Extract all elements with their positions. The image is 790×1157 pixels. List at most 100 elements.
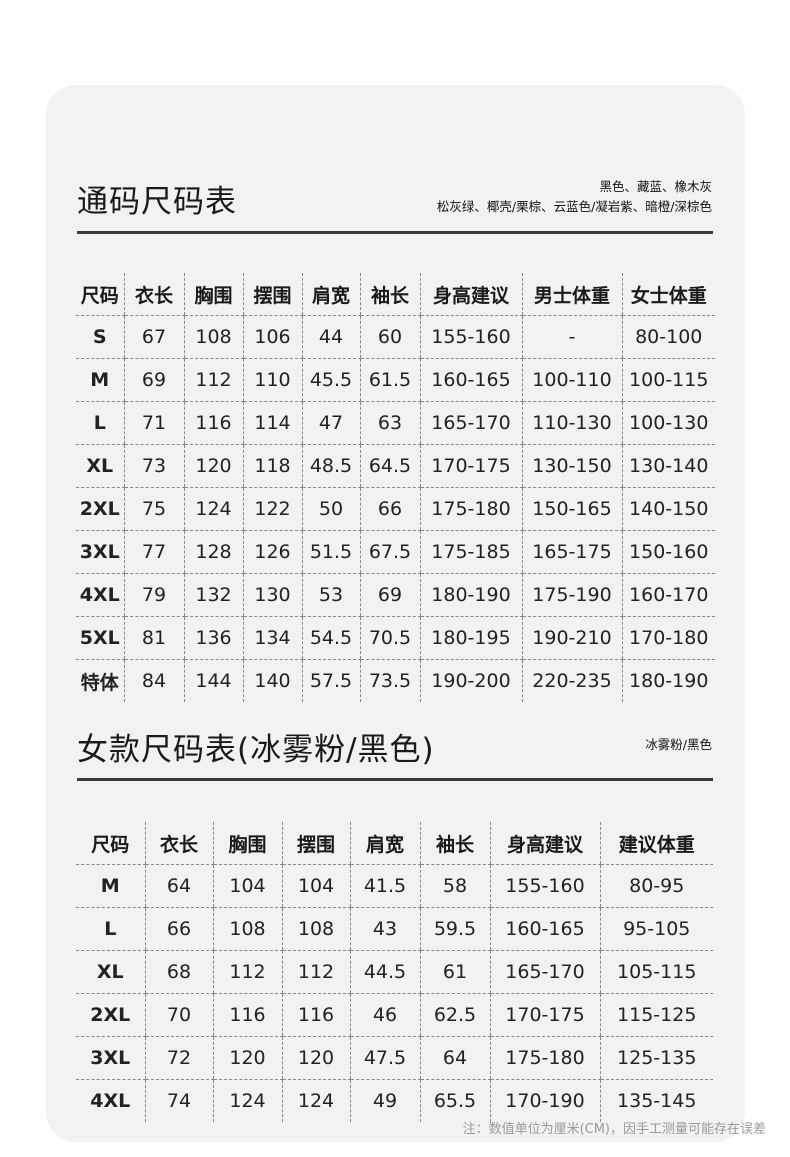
- table-cell: 63: [359, 401, 420, 445]
- table-cell: 64: [419, 1036, 490, 1080]
- size-cell: 2XL: [76, 993, 145, 1037]
- table-cell: 180-190: [419, 573, 522, 617]
- column-header: 摆围: [242, 273, 302, 316]
- table-cell: 135-145: [599, 1079, 713, 1122]
- table-cell: 165-170: [489, 950, 600, 994]
- table-cell: 150-165: [521, 487, 622, 531]
- table-cell: 41.5: [349, 864, 420, 908]
- table-cell: 69: [123, 358, 184, 402]
- womens-colors: 冰雾粉/黑色: [645, 737, 712, 752]
- table-cell: 84: [123, 659, 184, 702]
- size-cell: 5XL: [76, 616, 124, 660]
- table-row: 2XL 70 116 116 46 62.5 170-175 115-125: [76, 993, 713, 1037]
- table-cell: 62.5: [419, 993, 490, 1037]
- column-header: 身高建议: [489, 822, 600, 865]
- table-cell: 106: [242, 315, 302, 359]
- size-cell: 3XL: [76, 1036, 145, 1080]
- unisex-title: 通码尺码表: [77, 184, 237, 220]
- table-cell: 170-175: [489, 993, 600, 1037]
- table-cell: 124: [183, 487, 243, 531]
- column-header: 胸围: [183, 273, 243, 316]
- table-cell: 73: [123, 444, 184, 488]
- table-cell: 50: [301, 487, 360, 531]
- size-cell: M: [76, 358, 124, 402]
- table-cell: 134: [242, 616, 302, 660]
- table-cell: 115-125: [599, 993, 713, 1037]
- table-row: 2XL 75 124 122 50 66 175-180 150-165 140-150: [76, 487, 715, 531]
- size-cell: 4XL: [76, 573, 124, 617]
- table-cell: 165-170: [419, 401, 522, 445]
- unisex-size-table: 尺码 衣长 胸围 摆围 肩宽 袖长 身高建议 男士体重 女士体重 S 67 108 106 44 60 155…: [76, 273, 715, 702]
- size-cell: XL: [76, 950, 145, 994]
- header-row: 尺码 衣长 胸围 摆围 肩宽 袖长 身高建议 男士体重 女士体重: [76, 273, 715, 316]
- table-cell: 60: [359, 315, 420, 359]
- table-cell: 140: [242, 659, 302, 702]
- divider: [77, 231, 713, 234]
- table-cell: 175-185: [419, 530, 522, 574]
- colors-line-1: 黑色、藏蓝、橡木灰: [599, 179, 712, 194]
- column-header: 胸围: [212, 822, 282, 865]
- table-cell: 70: [144, 993, 213, 1037]
- table-cell: 116: [183, 401, 243, 445]
- table-cell: 74: [144, 1079, 213, 1122]
- table-cell: 120: [281, 1036, 350, 1080]
- table-cell: 57.5: [301, 659, 360, 702]
- table-cell: 150-160: [621, 530, 715, 574]
- table-cell: 190-200: [419, 659, 522, 702]
- table-cell: 66: [359, 487, 420, 531]
- table-cell: 110-130: [521, 401, 622, 445]
- table-cell: 95-105: [599, 907, 713, 951]
- table-cell: 124: [212, 1079, 282, 1122]
- column-header: 身高建议: [419, 273, 522, 316]
- table-cell: 110: [242, 358, 302, 402]
- column-header: 肩宽: [349, 822, 420, 865]
- table-cell: 220-235: [521, 659, 622, 702]
- table-row: 4XL 74 124 124 49 65.5 170-190 135-145: [76, 1079, 713, 1122]
- table-cell: 118: [242, 444, 302, 488]
- table-cell: 116: [212, 993, 282, 1037]
- table-cell: 72: [144, 1036, 213, 1080]
- size-cell: M: [76, 864, 145, 908]
- column-header: 女士体重: [621, 273, 715, 316]
- table-cell: 160-165: [419, 358, 522, 402]
- divider: [77, 778, 713, 781]
- table-cell: 180-190: [621, 659, 715, 702]
- table-cell: 126: [242, 530, 302, 574]
- table-cell: 64.5: [359, 444, 420, 488]
- table-cell: 46: [349, 993, 420, 1037]
- table-cell: 140-150: [621, 487, 715, 531]
- womens-size-table: 尺码 衣长 胸围 摆围 肩宽 袖长 身高建议 建议体重 M 64 104 104 41.5 58 155-1…: [76, 822, 713, 1122]
- size-cell: 4XL: [90, 1090, 131, 1112]
- table-cell: 73.5: [359, 659, 420, 702]
- table-cell: 190-210: [521, 616, 622, 660]
- column-header: 衣长: [144, 822, 213, 865]
- measurement-note: 注：数值单位为厘米(CM)，因手工测量可能存在误差: [462, 1122, 766, 1137]
- size-cell: XL: [76, 444, 124, 488]
- column-header: 摆围: [281, 822, 350, 865]
- table-cell: 120: [212, 1036, 282, 1080]
- table-row: 3XL 72 120 120 47.5 64 175-180 125-135: [76, 1036, 713, 1080]
- table-cell: 68: [144, 950, 213, 994]
- column-header: 建议体重: [599, 822, 713, 865]
- table-cell: 79: [123, 573, 184, 617]
- size-cell: 3XL: [76, 530, 124, 574]
- table-cell: 108: [183, 315, 243, 359]
- table-row: XL 73 120 118 48.5 64.5 170-175 130-150 130-140: [76, 444, 715, 488]
- size-cell: L: [76, 401, 124, 445]
- table-cell: 116: [281, 993, 350, 1037]
- table-cell: 77: [123, 530, 184, 574]
- table-cell: 125-135: [599, 1036, 713, 1080]
- table-row: M 64 104 104 41.5 58 155-160 80-95: [76, 864, 713, 908]
- table-cell: 180-195: [419, 616, 522, 660]
- table-cell: 47.5: [349, 1036, 420, 1080]
- table-cell: 124: [281, 1079, 350, 1122]
- table-cell: 45.5: [301, 358, 360, 402]
- unisex-colors: 黑色、藏蓝、橡木灰 松灰绿、椰壳/栗棕、云蓝色/凝岩紫、暗橙/深棕色: [437, 177, 712, 217]
- table-cell: 165-175: [521, 530, 622, 574]
- table-cell: 71: [123, 401, 184, 445]
- table-row: L 66 108 108 43 59.5 160-165 95-105: [76, 907, 713, 951]
- table-cell: 49: [349, 1079, 420, 1122]
- table-cell: 67.5: [359, 530, 420, 574]
- table-cell: 175-180: [419, 487, 522, 531]
- table-cell: 44: [301, 315, 360, 359]
